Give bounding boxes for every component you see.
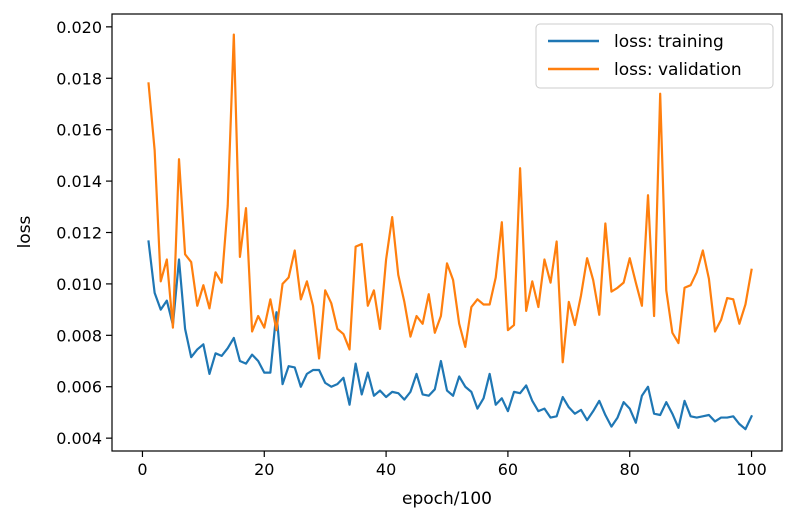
series-layer — [147, 33, 754, 431]
legend-label-validation: loss: validation — [614, 60, 742, 80]
y-tick-label: 0.006 — [56, 378, 102, 397]
x-tick-label: 60 — [498, 460, 518, 479]
x-axis: 0 20 40 60 80 100 — [137, 451, 767, 479]
legend-label-training: loss: training — [614, 32, 724, 52]
y-tick-label: 0.010 — [56, 275, 102, 294]
x-tick-label: 0 — [137, 460, 147, 479]
series-line-loss-training — [147, 240, 754, 431]
y-tick-label: 0.014 — [56, 172, 102, 191]
x-tick-label: 80 — [620, 460, 640, 479]
y-tick-label: 0.018 — [56, 69, 102, 88]
y-axis-title: loss — [15, 215, 35, 248]
series-line-loss-validation — [147, 33, 753, 364]
x-tick-label: 40 — [376, 460, 396, 479]
y-tick-label: 0.004 — [56, 429, 102, 448]
x-axis-title: epoch/100 — [402, 489, 492, 509]
x-tick-label: 20 — [254, 460, 274, 479]
x-tick-label: 100 — [736, 460, 767, 479]
legend: loss: training loss: validation — [535, 23, 774, 89]
y-tick-label: 0.020 — [56, 18, 102, 37]
y-axis: 0.004 0.006 0.008 0.010 0.012 0.014 0.016 0.018… — [56, 18, 112, 448]
y-tick-label: 0.012 — [56, 224, 102, 243]
y-tick-label: 0.016 — [56, 121, 102, 140]
y-tick-label: 0.008 — [56, 326, 102, 345]
